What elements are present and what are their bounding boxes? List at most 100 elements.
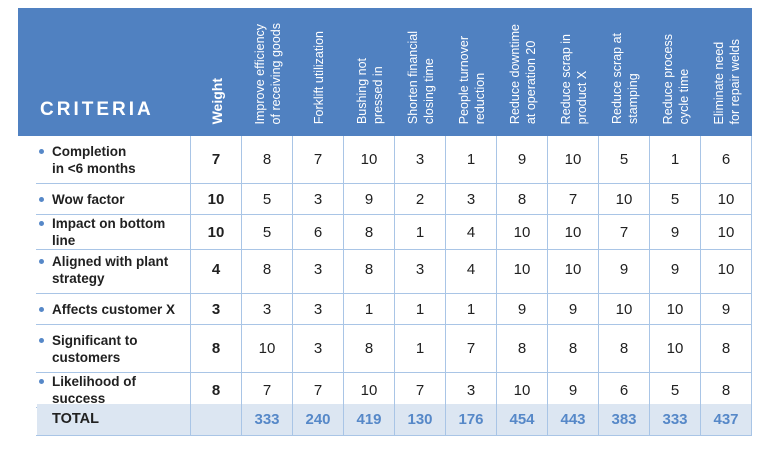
score-cell: 10 bbox=[242, 325, 293, 373]
column-header-8: Reduce scrap at stamping bbox=[599, 8, 650, 136]
score-cell: 8 bbox=[497, 325, 548, 373]
total-value-cell: 419 bbox=[344, 404, 395, 436]
criteria-label-cell: Significant to customers bbox=[18, 325, 191, 373]
table-body: Completion in <6 months 7 8 7 10 3 1 9 10 5 1 6 Wow … bbox=[18, 136, 752, 436]
total-value-cell: 130 bbox=[395, 404, 446, 436]
criteria-label-cell: Wow factor bbox=[18, 184, 191, 215]
criteria-label: Aligned with plant strategy bbox=[38, 253, 169, 286]
score-cell: 10 bbox=[599, 294, 650, 325]
criteria-label-cell: Likelihood of success bbox=[18, 373, 191, 408]
criteria-label-cell: Impact on bottom line bbox=[18, 215, 191, 250]
score-cell: 9 bbox=[497, 136, 548, 184]
score-cell: 6 bbox=[599, 373, 650, 408]
score-cell: 4 bbox=[446, 215, 497, 250]
score-cell: 1 bbox=[344, 294, 395, 325]
criteria-label: Completion in <6 months bbox=[39, 143, 136, 176]
score-cell: 8 bbox=[344, 246, 395, 294]
score-cell: 3 bbox=[293, 184, 344, 215]
total-value-cell: 240 bbox=[293, 404, 344, 436]
weight-value: 8 bbox=[191, 325, 242, 373]
score-cell: 1 bbox=[446, 294, 497, 325]
score-cell: 7 bbox=[548, 184, 599, 215]
score-cell: 9 bbox=[650, 246, 701, 294]
score-cell: 8 bbox=[242, 246, 293, 294]
weight-value: 10 bbox=[191, 215, 242, 250]
score-cell: 10 bbox=[701, 184, 752, 215]
weight-value: 8 bbox=[191, 373, 242, 408]
total-weight-cell bbox=[191, 404, 242, 436]
score-cell: 7 bbox=[446, 325, 497, 373]
score-cell: 10 bbox=[497, 215, 548, 250]
column-header-label: Improve efficiency of receiving goods bbox=[252, 22, 283, 124]
total-label: TOTAL bbox=[52, 411, 99, 427]
column-header-label: Reduce process cycle time bbox=[660, 33, 691, 124]
weight-value: 7 bbox=[191, 136, 242, 184]
score-cell: 5 bbox=[599, 136, 650, 184]
score-cell: 10 bbox=[599, 184, 650, 215]
column-header-label: Eliminate need for repair welds bbox=[711, 38, 742, 124]
score-cell: 5 bbox=[242, 184, 293, 215]
column-header-9: Reduce process cycle time bbox=[650, 8, 701, 136]
column-header-3: Bushing not pressed in bbox=[344, 8, 395, 136]
total-value-cell: 443 bbox=[548, 404, 599, 436]
score-cell: 6 bbox=[293, 215, 344, 250]
column-header-4: Shorten financial closing time bbox=[395, 8, 446, 136]
score-cell: 5 bbox=[650, 373, 701, 408]
column-header-6: Reduce downtime at operation 20 bbox=[497, 8, 548, 136]
score-cell: 7 bbox=[242, 373, 293, 408]
score-cell: 10 bbox=[497, 246, 548, 294]
score-cell: 3 bbox=[446, 184, 497, 215]
criteria-label: Wow factor bbox=[39, 191, 125, 207]
weight-value: 3 bbox=[191, 294, 242, 325]
weight-value: 4 bbox=[191, 246, 242, 294]
total-value-cell: 176 bbox=[446, 404, 497, 436]
criteria-label: Likelihood of success bbox=[39, 373, 190, 407]
criteria-row: Impact on bottom line 10 5 6 8 1 4 10 10 7 9 10 bbox=[18, 215, 752, 250]
score-cell: 8 bbox=[242, 136, 293, 184]
score-cell: 10 bbox=[548, 246, 599, 294]
criteria-label-cell: Aligned with plant strategy bbox=[18, 246, 191, 294]
score-cell: 7 bbox=[395, 373, 446, 408]
score-cell: 1 bbox=[395, 215, 446, 250]
score-cell: 10 bbox=[344, 373, 395, 408]
score-cell: 7 bbox=[293, 136, 344, 184]
criteria-row: Significant to customers 8 10 3 8 1 7 8 8 8 10 8 bbox=[18, 325, 752, 373]
score-cell: 1 bbox=[446, 136, 497, 184]
total-value-cell: 454 bbox=[497, 404, 548, 436]
score-cell: 10 bbox=[701, 215, 752, 250]
column-header-label: Forklift utilization bbox=[311, 30, 326, 124]
total-value-cell: 333 bbox=[242, 404, 293, 436]
score-cell: 8 bbox=[701, 325, 752, 373]
score-cell: 1 bbox=[395, 294, 446, 325]
score-cell: 9 bbox=[650, 215, 701, 250]
column-header-5: People turnover reduction bbox=[446, 8, 497, 136]
score-cell: 9 bbox=[497, 294, 548, 325]
weight-header-cell: Weight bbox=[191, 8, 242, 136]
prioritization-matrix-table: CRITERIA Weight Improve efficiency of re… bbox=[18, 8, 752, 436]
score-cell: 3 bbox=[293, 325, 344, 373]
score-cell: 3 bbox=[293, 294, 344, 325]
score-cell: 9 bbox=[599, 246, 650, 294]
score-cell: 5 bbox=[650, 184, 701, 215]
score-cell: 3 bbox=[395, 136, 446, 184]
criteria-label: Affects customer X bbox=[38, 301, 176, 317]
weight-value: 10 bbox=[191, 184, 242, 215]
criteria-row: Wow factor 10 5 3 9 2 3 8 7 10 5 10 bbox=[18, 184, 752, 215]
total-value-cell: 383 bbox=[599, 404, 650, 436]
table-header-row: CRITERIA Weight Improve efficiency of re… bbox=[18, 8, 752, 136]
score-cell: 8 bbox=[548, 325, 599, 373]
score-cell: 4 bbox=[446, 246, 497, 294]
score-cell: 10 bbox=[650, 325, 701, 373]
column-header-label: Reduce scrap in product X bbox=[558, 33, 589, 124]
score-cell: 10 bbox=[344, 136, 395, 184]
score-cell: 1 bbox=[650, 136, 701, 184]
total-value-cell: 437 bbox=[701, 404, 752, 436]
weight-header-label: Weight bbox=[208, 77, 225, 124]
score-cell: 5 bbox=[242, 215, 293, 250]
column-header-7: Reduce scrap in product X bbox=[548, 8, 599, 136]
score-cell: 9 bbox=[548, 373, 599, 408]
score-cell: 10 bbox=[548, 136, 599, 184]
score-cell: 8 bbox=[344, 325, 395, 373]
score-cell: 8 bbox=[497, 184, 548, 215]
score-cell: 3 bbox=[446, 373, 497, 408]
